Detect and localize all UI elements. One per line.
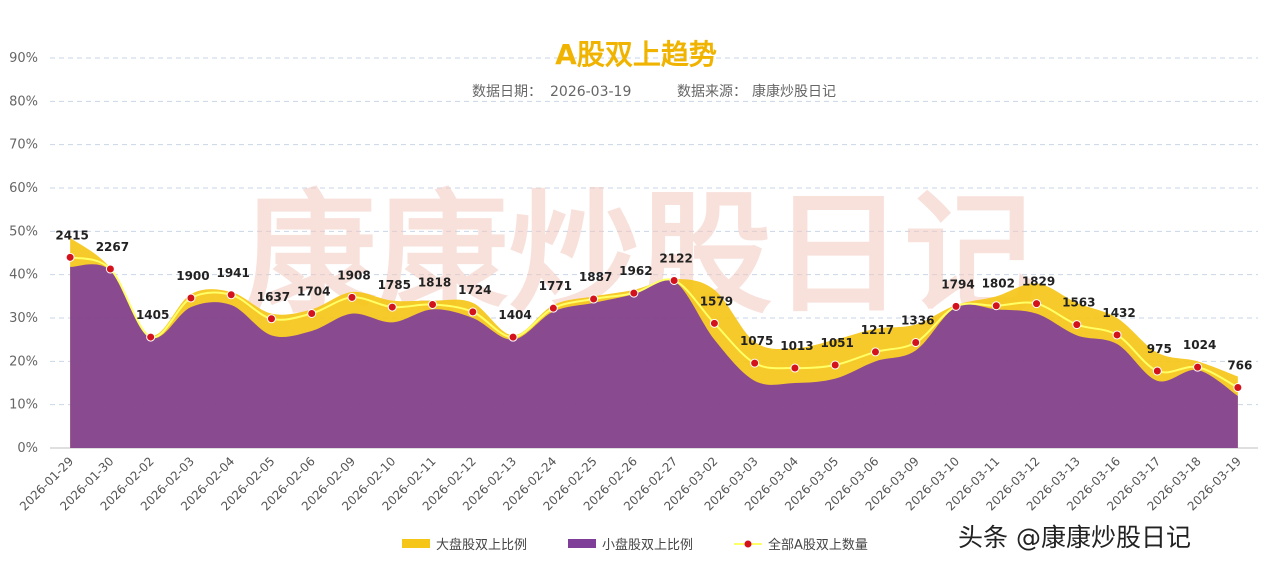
data-label: 1818 — [418, 275, 451, 289]
legend-swatch-large-cap — [402, 539, 430, 548]
data-point — [1072, 320, 1082, 330]
data-label: 1785 — [378, 278, 411, 292]
y-tick-label: 90% — [9, 51, 38, 66]
data-point — [428, 299, 438, 309]
data-label: 1724 — [458, 283, 491, 297]
data-point — [870, 347, 880, 357]
data-point — [911, 338, 921, 348]
data-label: 1563 — [1062, 296, 1095, 310]
data-label: 1051 — [820, 336, 853, 350]
data-label: 1941 — [216, 266, 249, 280]
data-label: 2415 — [55, 228, 88, 242]
subtitle-source: 康康炒股日记 — [752, 83, 836, 100]
data-point — [468, 307, 478, 317]
legend-marker-all — [744, 540, 752, 548]
legend-label-small-cap: 小盘股双上比例 — [602, 537, 693, 553]
data-label: 1405 — [136, 308, 169, 322]
data-point — [1152, 366, 1162, 376]
data-label: 2267 — [96, 240, 129, 254]
y-tick-label: 0% — [17, 441, 38, 456]
y-tick-label: 60% — [9, 181, 38, 196]
data-labels: 2415 2267 1405 1900 1941 1637 1704 1908 1785 1818… — [55, 228, 1252, 372]
data-label: 1962 — [619, 264, 652, 278]
y-tick-label: 70% — [9, 138, 38, 153]
data-label: 1794 — [941, 277, 974, 291]
data-label: 1217 — [861, 323, 894, 337]
data-point — [266, 314, 276, 324]
subtitle-date-label: 数据日期： — [472, 84, 542, 100]
data-point — [347, 292, 357, 302]
subtitle-source-label: 数据来源： — [677, 84, 747, 100]
subtitle-date: 2026-03-19 — [550, 84, 631, 100]
data-label: 1404 — [498, 308, 531, 322]
data-point — [790, 363, 800, 373]
brand-watermark: 头条 @康康炒股日记 — [958, 523, 1191, 552]
data-point — [186, 293, 196, 303]
data-label: 1432 — [1102, 306, 1135, 320]
y-tick-label: 50% — [9, 224, 38, 239]
legend-label-all: 全部A股双上数量 — [768, 537, 868, 553]
y-tick-label: 80% — [9, 94, 38, 109]
data-label: 1802 — [982, 277, 1015, 291]
data-label: 1829 — [1022, 275, 1055, 289]
data-point — [830, 360, 840, 370]
data-point — [387, 302, 397, 312]
data-point — [629, 288, 639, 298]
data-label: 1887 — [579, 270, 612, 284]
data-label: 1579 — [700, 294, 733, 308]
data-label: 1704 — [297, 284, 330, 298]
data-point — [750, 358, 760, 368]
data-point — [951, 301, 961, 311]
y-tick-label: 30% — [9, 311, 38, 326]
data-point — [226, 290, 236, 300]
data-point — [146, 332, 156, 342]
data-point — [991, 301, 1001, 311]
data-label: 1908 — [337, 268, 370, 282]
area-small-cap — [70, 264, 1238, 448]
data-point — [1233, 383, 1243, 393]
data-point — [65, 252, 75, 262]
series-areas — [70, 237, 1238, 448]
data-point — [105, 264, 115, 274]
all-a-share-line — [65, 252, 1243, 393]
data-point — [1193, 362, 1203, 372]
legend-swatch-small-cap — [568, 539, 596, 548]
legend-label-large-cap: 大盘股双上比例 — [436, 537, 527, 553]
y-tick-label: 40% — [9, 268, 38, 283]
data-label: 1900 — [176, 269, 209, 283]
data-label: 1637 — [257, 290, 290, 304]
data-label: 1771 — [539, 279, 572, 293]
data-label: 766 — [1227, 359, 1252, 373]
y-tick-label: 20% — [9, 354, 38, 369]
data-label: 1024 — [1183, 338, 1216, 352]
data-label: 2122 — [659, 251, 692, 265]
data-label: 1075 — [740, 334, 773, 348]
data-label: 1013 — [780, 339, 813, 353]
y-tick-label: 10% — [9, 398, 38, 413]
data-label: 1336 — [901, 314, 934, 328]
x-axis: 2026-01-292026-01-302026-02-022026-02-03… — [17, 454, 1244, 513]
chart-title: A股双上趋势 — [555, 38, 717, 71]
data-label: 975 — [1147, 342, 1172, 356]
data-point — [589, 294, 599, 304]
data-point — [1112, 330, 1122, 340]
data-point — [508, 332, 518, 342]
data-point — [548, 303, 558, 313]
data-point — [669, 275, 679, 285]
data-point — [709, 318, 719, 328]
legend: 大盘股双上比例 小盘股双上比例 全部A股双上数量 — [402, 537, 868, 553]
data-point — [307, 308, 317, 318]
data-point — [1032, 299, 1042, 309]
